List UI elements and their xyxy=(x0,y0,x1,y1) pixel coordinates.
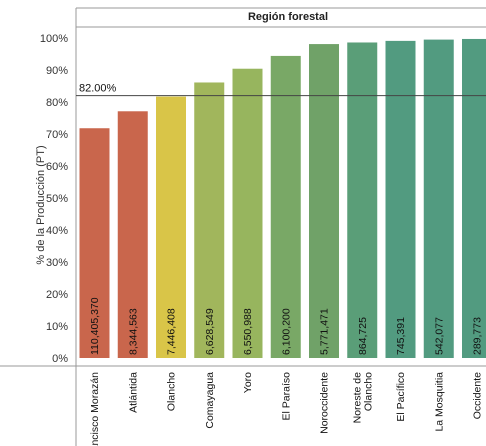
bar-value-label: 745,391 xyxy=(395,317,407,355)
y-tick-label: 60% xyxy=(46,161,68,173)
category-label: Comayagua xyxy=(204,372,216,429)
bar-value-label: 110,405,370 xyxy=(89,297,101,355)
bars xyxy=(79,38,486,359)
category-label: Atlántida xyxy=(127,372,139,413)
bar-value-label: 6,100,200 xyxy=(280,308,292,355)
bar xyxy=(270,55,301,359)
bar xyxy=(423,39,454,358)
bar xyxy=(462,38,486,359)
chart-title: Región forestal xyxy=(248,11,328,23)
category-label: Occidente xyxy=(472,372,484,419)
bar-value-label: 7,446,408 xyxy=(166,308,178,355)
bar xyxy=(347,42,378,358)
category-label: El Paraíso xyxy=(280,372,292,421)
category-label: Noreste de xyxy=(351,372,363,424)
category-label: Noroccidente xyxy=(319,372,331,434)
bar-value-label: 289,773 xyxy=(472,317,484,355)
category-label: Yoro xyxy=(242,372,254,393)
bar-value-label: 542,077 xyxy=(433,317,445,355)
y-tick-label: 50% xyxy=(46,193,68,205)
category-label: Olancho xyxy=(362,372,374,411)
bar-value-label: 6,550,988 xyxy=(242,308,254,355)
bar xyxy=(117,111,148,358)
bar xyxy=(156,96,186,358)
bar xyxy=(232,68,263,358)
category-label: Olancho xyxy=(166,372,178,411)
y-tick-label: 90% xyxy=(46,65,68,77)
bar xyxy=(79,128,110,358)
y-tick-label: 100% xyxy=(40,33,68,45)
chart-frame xyxy=(0,7,486,446)
y-axis-ticks: 0% 10% 20% 30% 40% 50% 60% 70% 80% 90% 100% xyxy=(40,33,68,365)
category-labels: Francisco Morazán Atlántida Olancho Comayag… xyxy=(89,372,484,446)
y-tick-label: 70% xyxy=(46,129,68,141)
y-tick-label: 40% xyxy=(46,225,68,237)
bar-value-label: 864,725 xyxy=(357,317,369,355)
y-tick-label: 80% xyxy=(46,97,68,109)
y-tick-label: 20% xyxy=(46,289,68,301)
data-labels: 110,405,370 8,344,563 7,446,408 6,628,549 6,… xyxy=(89,297,484,355)
category-label: La Mosquitia xyxy=(433,372,445,432)
category-label: El Pacífico xyxy=(395,372,407,422)
bar xyxy=(194,82,225,358)
y-tick-label: 10% xyxy=(46,321,68,333)
y-tick-label: 30% xyxy=(46,257,68,269)
reference-line-label: 82.00% xyxy=(79,83,117,95)
reference-line-group: 82.00% xyxy=(76,83,486,97)
category-label: Francisco Morazán xyxy=(89,372,101,446)
bar-value-label: 8,344,563 xyxy=(127,308,139,355)
bar xyxy=(309,44,339,359)
bar-value-label: 6,628,549 xyxy=(204,308,216,355)
bar xyxy=(385,40,416,358)
y-tick-label: 0% xyxy=(52,353,68,365)
bar-value-label: 5,771,471 xyxy=(319,308,331,355)
y-axis-title: % de la Producción (PT) xyxy=(35,145,47,264)
